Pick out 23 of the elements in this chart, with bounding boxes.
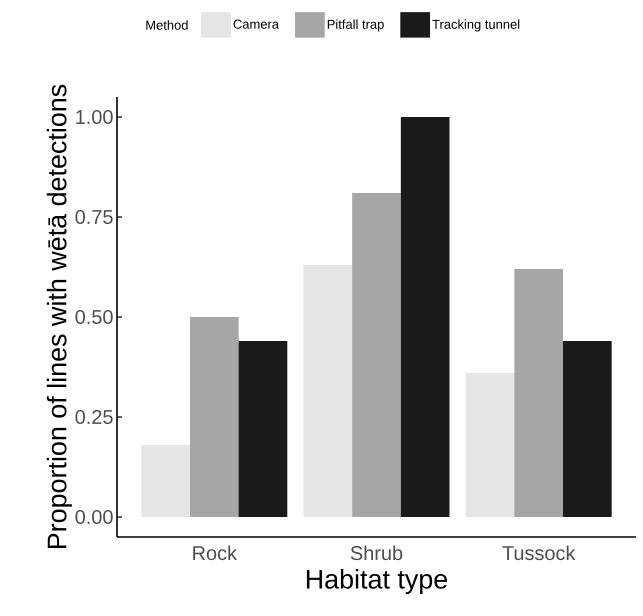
y-tick-label: 0.50 bbox=[75, 310, 113, 324]
y-axis-title: Proportion of lines with wētā detections bbox=[46, 84, 72, 548]
bar bbox=[238, 340, 288, 517]
legend-label: Pitfall trap bbox=[328, 19, 384, 32]
y-tick-label: 1.00 bbox=[76, 110, 113, 124]
y-tick-label: 0.25 bbox=[75, 410, 113, 424]
bar bbox=[141, 444, 190, 517]
x-tick-label: Rock bbox=[193, 546, 238, 560]
bar bbox=[563, 340, 612, 517]
x-tick-label: Tussock bbox=[502, 546, 576, 560]
legend-title: Method bbox=[146, 20, 188, 30]
bar bbox=[514, 268, 564, 517]
legend-label: Camera bbox=[234, 20, 279, 29]
y-tick-label: 0.75 bbox=[75, 210, 113, 224]
bar bbox=[400, 116, 450, 517]
y-tick-label: 0.00 bbox=[75, 510, 113, 524]
x-tick-label: Shrub bbox=[350, 546, 402, 560]
bar bbox=[352, 192, 401, 517]
bar bbox=[466, 372, 514, 517]
x-axis-title: Habitat type bbox=[306, 568, 448, 594]
legend-label: Tracking tunnel bbox=[432, 19, 520, 32]
bar bbox=[190, 316, 239, 517]
bar bbox=[304, 264, 352, 517]
